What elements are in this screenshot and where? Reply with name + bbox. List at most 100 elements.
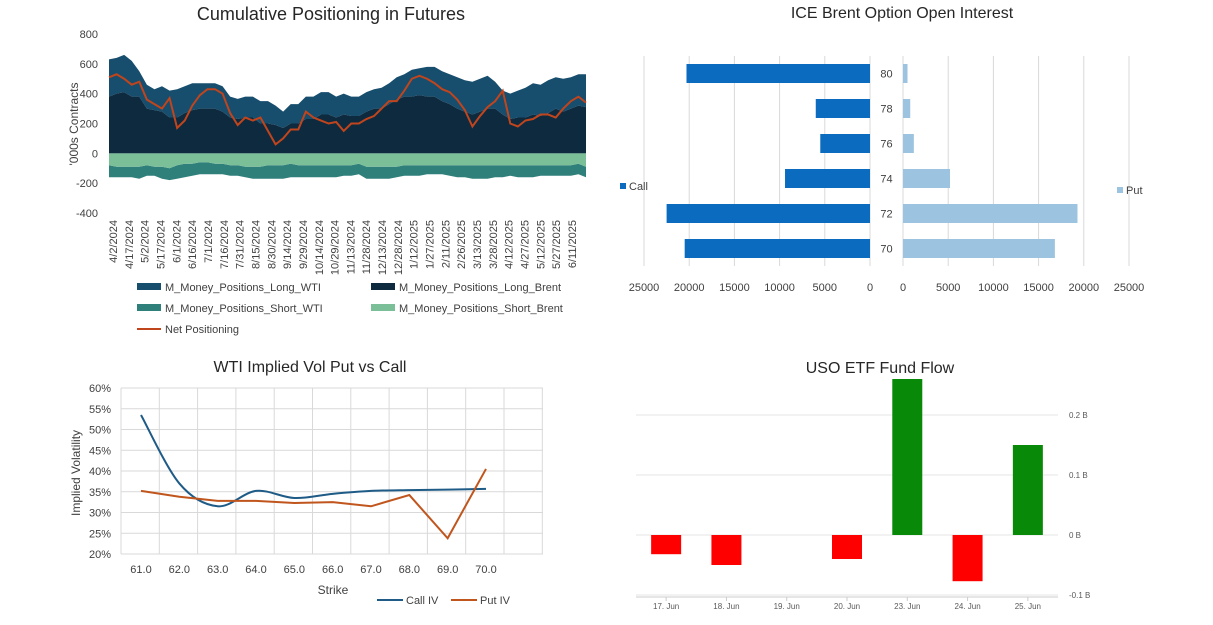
x-tick-label: 5000 bbox=[813, 282, 837, 294]
legend-label: M_Money_Positions_Short_Brent bbox=[399, 303, 563, 315]
brent-option-oi-svg: ICE Brent Option Open Interest 80 78 76 74 7… bbox=[620, 5, 1145, 294]
x-tick-label: 2/26/2025 bbox=[456, 220, 468, 269]
x-tick-label: 11/13/2024 bbox=[345, 220, 357, 274]
y-tick-label: 45% bbox=[89, 445, 111, 457]
bar-put bbox=[903, 99, 911, 118]
x-tick-label: 6/16/2024 bbox=[187, 220, 199, 269]
x-tick-label: 12/13/2024 bbox=[377, 220, 389, 275]
x-tick-label: 7/31/2024 bbox=[235, 220, 247, 269]
y-tick-label: 400 bbox=[80, 89, 98, 101]
x-tick-label: 10/29/2024 bbox=[330, 220, 342, 275]
wti-implied-vol-chart: WTI Implied Vol Put vs Call Strike Impli… bbox=[0, 350, 600, 625]
bar-put bbox=[903, 204, 1078, 223]
y-tick-label: -0.1 B bbox=[1069, 591, 1090, 600]
y-tick-label: 200 bbox=[80, 119, 98, 131]
x-tick-label: 20000 bbox=[1069, 282, 1100, 294]
x-tick-label: 19. Jun bbox=[774, 602, 800, 611]
x-tick-label: 9/29/2024 bbox=[298, 220, 310, 269]
x-tick-label: 8/15/2024 bbox=[250, 220, 262, 269]
legend-swatch bbox=[137, 304, 161, 311]
x-tick-label: 4/27/2025 bbox=[520, 220, 532, 269]
x-tick-label: 15000 bbox=[719, 282, 750, 294]
x-tick-label: 25000 bbox=[1114, 282, 1145, 294]
y-tick-label: 40% bbox=[89, 466, 111, 478]
y-tick-label: 800 bbox=[80, 29, 98, 41]
legend-swatch bbox=[1117, 187, 1123, 193]
x-tick-label: 3/28/2025 bbox=[488, 220, 500, 269]
flow-bar bbox=[892, 379, 923, 535]
legend-label: M_Money_Positions_Long_WTI bbox=[165, 282, 321, 294]
x-tick-label: 24. Jun bbox=[954, 602, 980, 611]
x-tick-label: 70.0 bbox=[475, 564, 496, 576]
x-tick-label: 8/30/2024 bbox=[266, 220, 278, 269]
y-tick-label: 20% bbox=[89, 549, 111, 561]
x-tick-label: 1/27/2025 bbox=[425, 220, 437, 269]
x-tick-label: 4/2/2024 bbox=[108, 220, 120, 263]
x-tick-label: 7/16/2024 bbox=[219, 220, 231, 269]
y-tick-label: 25% bbox=[89, 528, 111, 540]
y-tick-label: 0.2 B bbox=[1069, 411, 1088, 420]
chart-title: Cumulative Positioning in Futures bbox=[197, 4, 465, 24]
x-tick-label: 25000 bbox=[629, 282, 660, 294]
area-long-brent bbox=[109, 92, 586, 154]
x-tick-label: 0 bbox=[867, 282, 873, 294]
flow-bar bbox=[952, 535, 983, 582]
x-tick-label: 68.0 bbox=[399, 564, 420, 576]
bar-call bbox=[815, 99, 870, 118]
y-tick-label: 0 bbox=[92, 148, 98, 160]
x-tick-label: 61.0 bbox=[130, 564, 151, 576]
x-tick-label: 23. Jun bbox=[894, 602, 920, 611]
x-tick-label: 66.0 bbox=[322, 564, 343, 576]
x-tick-label: 6/11/2025 bbox=[567, 220, 579, 268]
flow-bar bbox=[711, 535, 742, 565]
chart-title: ICE Brent Option Open Interest bbox=[791, 5, 1014, 22]
x-tick-label: 5/12/2025 bbox=[535, 220, 547, 269]
x-tick-label: 11/28/2024 bbox=[361, 220, 373, 274]
x-tick-label: 4/12/2025 bbox=[504, 220, 516, 269]
y-tick-label: 0.1 B bbox=[1069, 471, 1088, 480]
x-tick-label: 9/14/2024 bbox=[282, 220, 294, 269]
bar-put bbox=[903, 134, 914, 153]
x-tick-label: 5/27/2025 bbox=[551, 220, 563, 269]
x-axis-label: Strike bbox=[318, 583, 349, 597]
x-tick-label: 2/11/2025 bbox=[440, 220, 452, 268]
y-tick-label: 0 B bbox=[1069, 531, 1081, 540]
y-axis-label: '000s Contracts bbox=[67, 83, 81, 166]
x-tick-label: 10/14/2024 bbox=[314, 220, 326, 275]
legend-label: Put IV bbox=[480, 595, 511, 607]
category-label: 76 bbox=[880, 139, 892, 151]
flow-bar bbox=[651, 535, 682, 555]
cumulative-positioning-chart: Cumulative Positioning in Futures '000s … bbox=[0, 0, 600, 345]
legend-swatch bbox=[137, 283, 161, 290]
x-tick-label: 10000 bbox=[978, 282, 1009, 294]
bar-call bbox=[785, 169, 870, 188]
bar-put bbox=[903, 239, 1055, 258]
x-tick-label: 69.0 bbox=[437, 564, 458, 576]
legend-label: M_Money_Positions_Long_Brent bbox=[399, 282, 561, 294]
x-tick-label: 5/17/2024 bbox=[155, 220, 167, 269]
category-label: 78 bbox=[880, 104, 892, 116]
y-tick-label: -400 bbox=[76, 208, 98, 220]
x-tick-label: 18. Jun bbox=[713, 602, 739, 611]
area-short-wti bbox=[109, 162, 586, 181]
chart-title: USO ETF Fund Flow bbox=[806, 360, 955, 377]
flow-bar bbox=[1012, 445, 1043, 535]
legend-swatch bbox=[371, 304, 395, 311]
x-tick-label: 3/13/2025 bbox=[472, 220, 484, 269]
y-tick-label: 55% bbox=[89, 404, 111, 416]
wti-implied-vol-svg: WTI Implied Vol Put vs Call Strike Impli… bbox=[69, 359, 543, 607]
bar-put bbox=[903, 64, 908, 83]
bar-call bbox=[686, 64, 870, 83]
category-label: 80 bbox=[880, 69, 892, 81]
y-tick-label: 60% bbox=[89, 383, 111, 395]
legend-swatch bbox=[620, 183, 626, 189]
x-tick-label: 1/12/2025 bbox=[409, 220, 421, 269]
uso-fund-flow-svg: USO ETF Fund Flow 0.2 B 0.1 B 0 B -0.1 B 17.… bbox=[636, 360, 1090, 611]
x-tick-label: 20000 bbox=[674, 282, 705, 294]
x-tick-label: 5/2/2024 bbox=[140, 220, 152, 263]
bar-put bbox=[903, 169, 951, 188]
x-tick-label: 0 bbox=[900, 282, 906, 294]
line-net-positioning bbox=[108, 73, 587, 146]
brent-option-oi-chart: ICE Brent Option Open Interest 80 78 76 74 7… bbox=[605, 0, 1213, 345]
x-tick-label: 65.0 bbox=[284, 564, 305, 576]
